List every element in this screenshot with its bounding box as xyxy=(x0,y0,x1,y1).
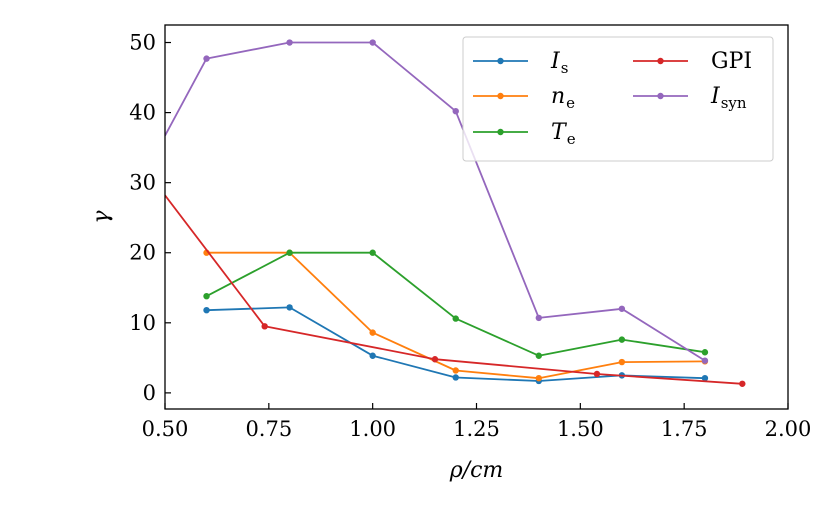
series-te-point xyxy=(535,352,542,359)
legend-entry-ne: ne xyxy=(473,84,575,112)
series-gpi-point xyxy=(739,380,746,387)
series-isyn-line xyxy=(165,41,706,362)
series-is-point xyxy=(369,352,376,359)
series-isyn-point xyxy=(618,305,626,312)
series-isyn-point xyxy=(701,357,709,364)
series-isyn-point xyxy=(535,314,542,322)
series-te-point xyxy=(286,249,293,256)
x-tick-label: 1.75 xyxy=(661,417,708,441)
legend-label-is: Is xyxy=(550,49,568,77)
y-tick-label: 20 xyxy=(129,241,156,265)
y-tick-label: 50 xyxy=(129,31,156,55)
legend-label-gpi: GPI xyxy=(711,49,752,74)
series-gpi xyxy=(165,194,746,387)
series-isyn-point xyxy=(286,39,293,46)
legend-entry-isyn: Isyn xyxy=(633,84,747,112)
series-is-point xyxy=(701,374,709,382)
series-is-point xyxy=(286,304,293,311)
legend-entry-gpi: GPI xyxy=(633,49,752,74)
series-gpi-point xyxy=(261,323,268,330)
series-isyn-point xyxy=(369,39,376,46)
series-is-point xyxy=(203,306,210,314)
legend-box xyxy=(462,36,774,162)
legend-marker-gpi xyxy=(657,57,664,65)
y-tick-label: 30 xyxy=(129,171,156,195)
legend-marker-is xyxy=(497,57,504,65)
legend-label-isyn: Isyn xyxy=(710,84,747,112)
y-tick-label: 10 xyxy=(129,311,156,335)
x-tick-label: 2.00 xyxy=(765,417,812,441)
ticks-layer: 0.50 0.75 1.00 1.25 1.50 1.75 2.00 0 10 20 30 40 50 xyxy=(129,31,811,441)
x-axis-label: ρ/cm xyxy=(449,458,504,483)
legend-label-ne: ne xyxy=(551,84,575,112)
series-ne-point xyxy=(369,329,376,336)
series-te-point xyxy=(369,249,376,256)
series-te-point xyxy=(618,336,626,343)
series-isyn-point xyxy=(203,55,210,62)
series-ne-point xyxy=(618,358,626,366)
legend-entry-is: Is xyxy=(473,49,568,77)
series-layer xyxy=(165,39,746,387)
series-te-point xyxy=(203,292,210,300)
series-gpi-point xyxy=(431,356,439,363)
series-isyn xyxy=(165,39,709,364)
series-te-line xyxy=(206,251,706,357)
x-tick-label: 1.25 xyxy=(453,417,500,441)
y-tick-label: 40 xyxy=(129,101,156,125)
y-axis-label: γ xyxy=(89,210,114,224)
series-ne-point xyxy=(535,374,542,382)
legend-marker-isyn xyxy=(657,92,664,100)
series-te xyxy=(203,249,709,359)
series-te-point xyxy=(452,315,459,322)
y-tick-label: 0 xyxy=(143,381,156,405)
legend-label-te: Te xyxy=(551,120,576,148)
legend-marker-ne xyxy=(497,92,504,100)
x-tick-label: 0.75 xyxy=(245,417,292,441)
x-tick-label: 1.00 xyxy=(349,417,396,441)
series-ne-point xyxy=(452,367,459,374)
legend-entry-te: Te xyxy=(473,120,576,148)
series-te-point xyxy=(701,349,709,356)
legend-marker-te xyxy=(497,128,504,136)
series-isyn-point xyxy=(452,107,459,115)
legend: Is ne Te GPI Isyn xyxy=(462,36,774,162)
series-gpi-point xyxy=(593,370,601,378)
series-is-point xyxy=(452,374,459,381)
x-tick-label: 1.50 xyxy=(557,417,604,441)
series-gpi-line xyxy=(165,194,743,385)
x-tick-label: 0.50 xyxy=(142,417,189,441)
